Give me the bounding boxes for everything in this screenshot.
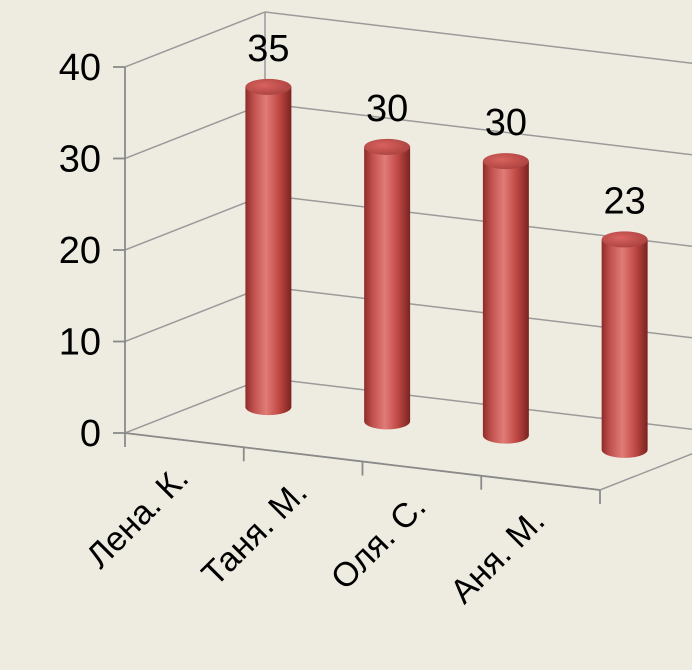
bar-body bbox=[245, 86, 292, 416]
bar-cap bbox=[482, 153, 529, 170]
category-label: Таня. М. bbox=[195, 473, 315, 593]
y-tick-labels: 0 10 20 30 40 bbox=[59, 47, 101, 455]
axes bbox=[113, 66, 601, 504]
bar-body bbox=[364, 146, 411, 430]
y-tick-label: 20 bbox=[59, 230, 101, 272]
category-label: Аня. М. bbox=[443, 502, 552, 611]
y-tick-label: 10 bbox=[59, 322, 101, 364]
y-tick-label: 30 bbox=[59, 139, 101, 181]
bars bbox=[245, 78, 648, 458]
data-label: 30 bbox=[485, 102, 527, 144]
bar-body bbox=[601, 239, 648, 458]
y-tick-label: 40 bbox=[59, 47, 101, 89]
bar-body bbox=[482, 161, 529, 444]
category-label: Оля. С. bbox=[324, 487, 434, 597]
category-label: Лена. К. bbox=[79, 459, 196, 576]
data-label: 30 bbox=[366, 88, 408, 130]
y-tick-label: 0 bbox=[80, 413, 101, 455]
data-label: 35 bbox=[247, 28, 289, 70]
bar bbox=[482, 153, 529, 444]
bar bbox=[601, 231, 648, 458]
bar-cap bbox=[601, 231, 648, 248]
bar bbox=[245, 78, 292, 416]
data-label: 23 bbox=[603, 180, 645, 222]
data-labels: 35 30 30 23 bbox=[247, 28, 646, 223]
bar bbox=[364, 138, 411, 430]
bar-cap bbox=[245, 78, 292, 95]
gridline bbox=[124, 11, 692, 68]
bar-cap bbox=[364, 138, 411, 155]
